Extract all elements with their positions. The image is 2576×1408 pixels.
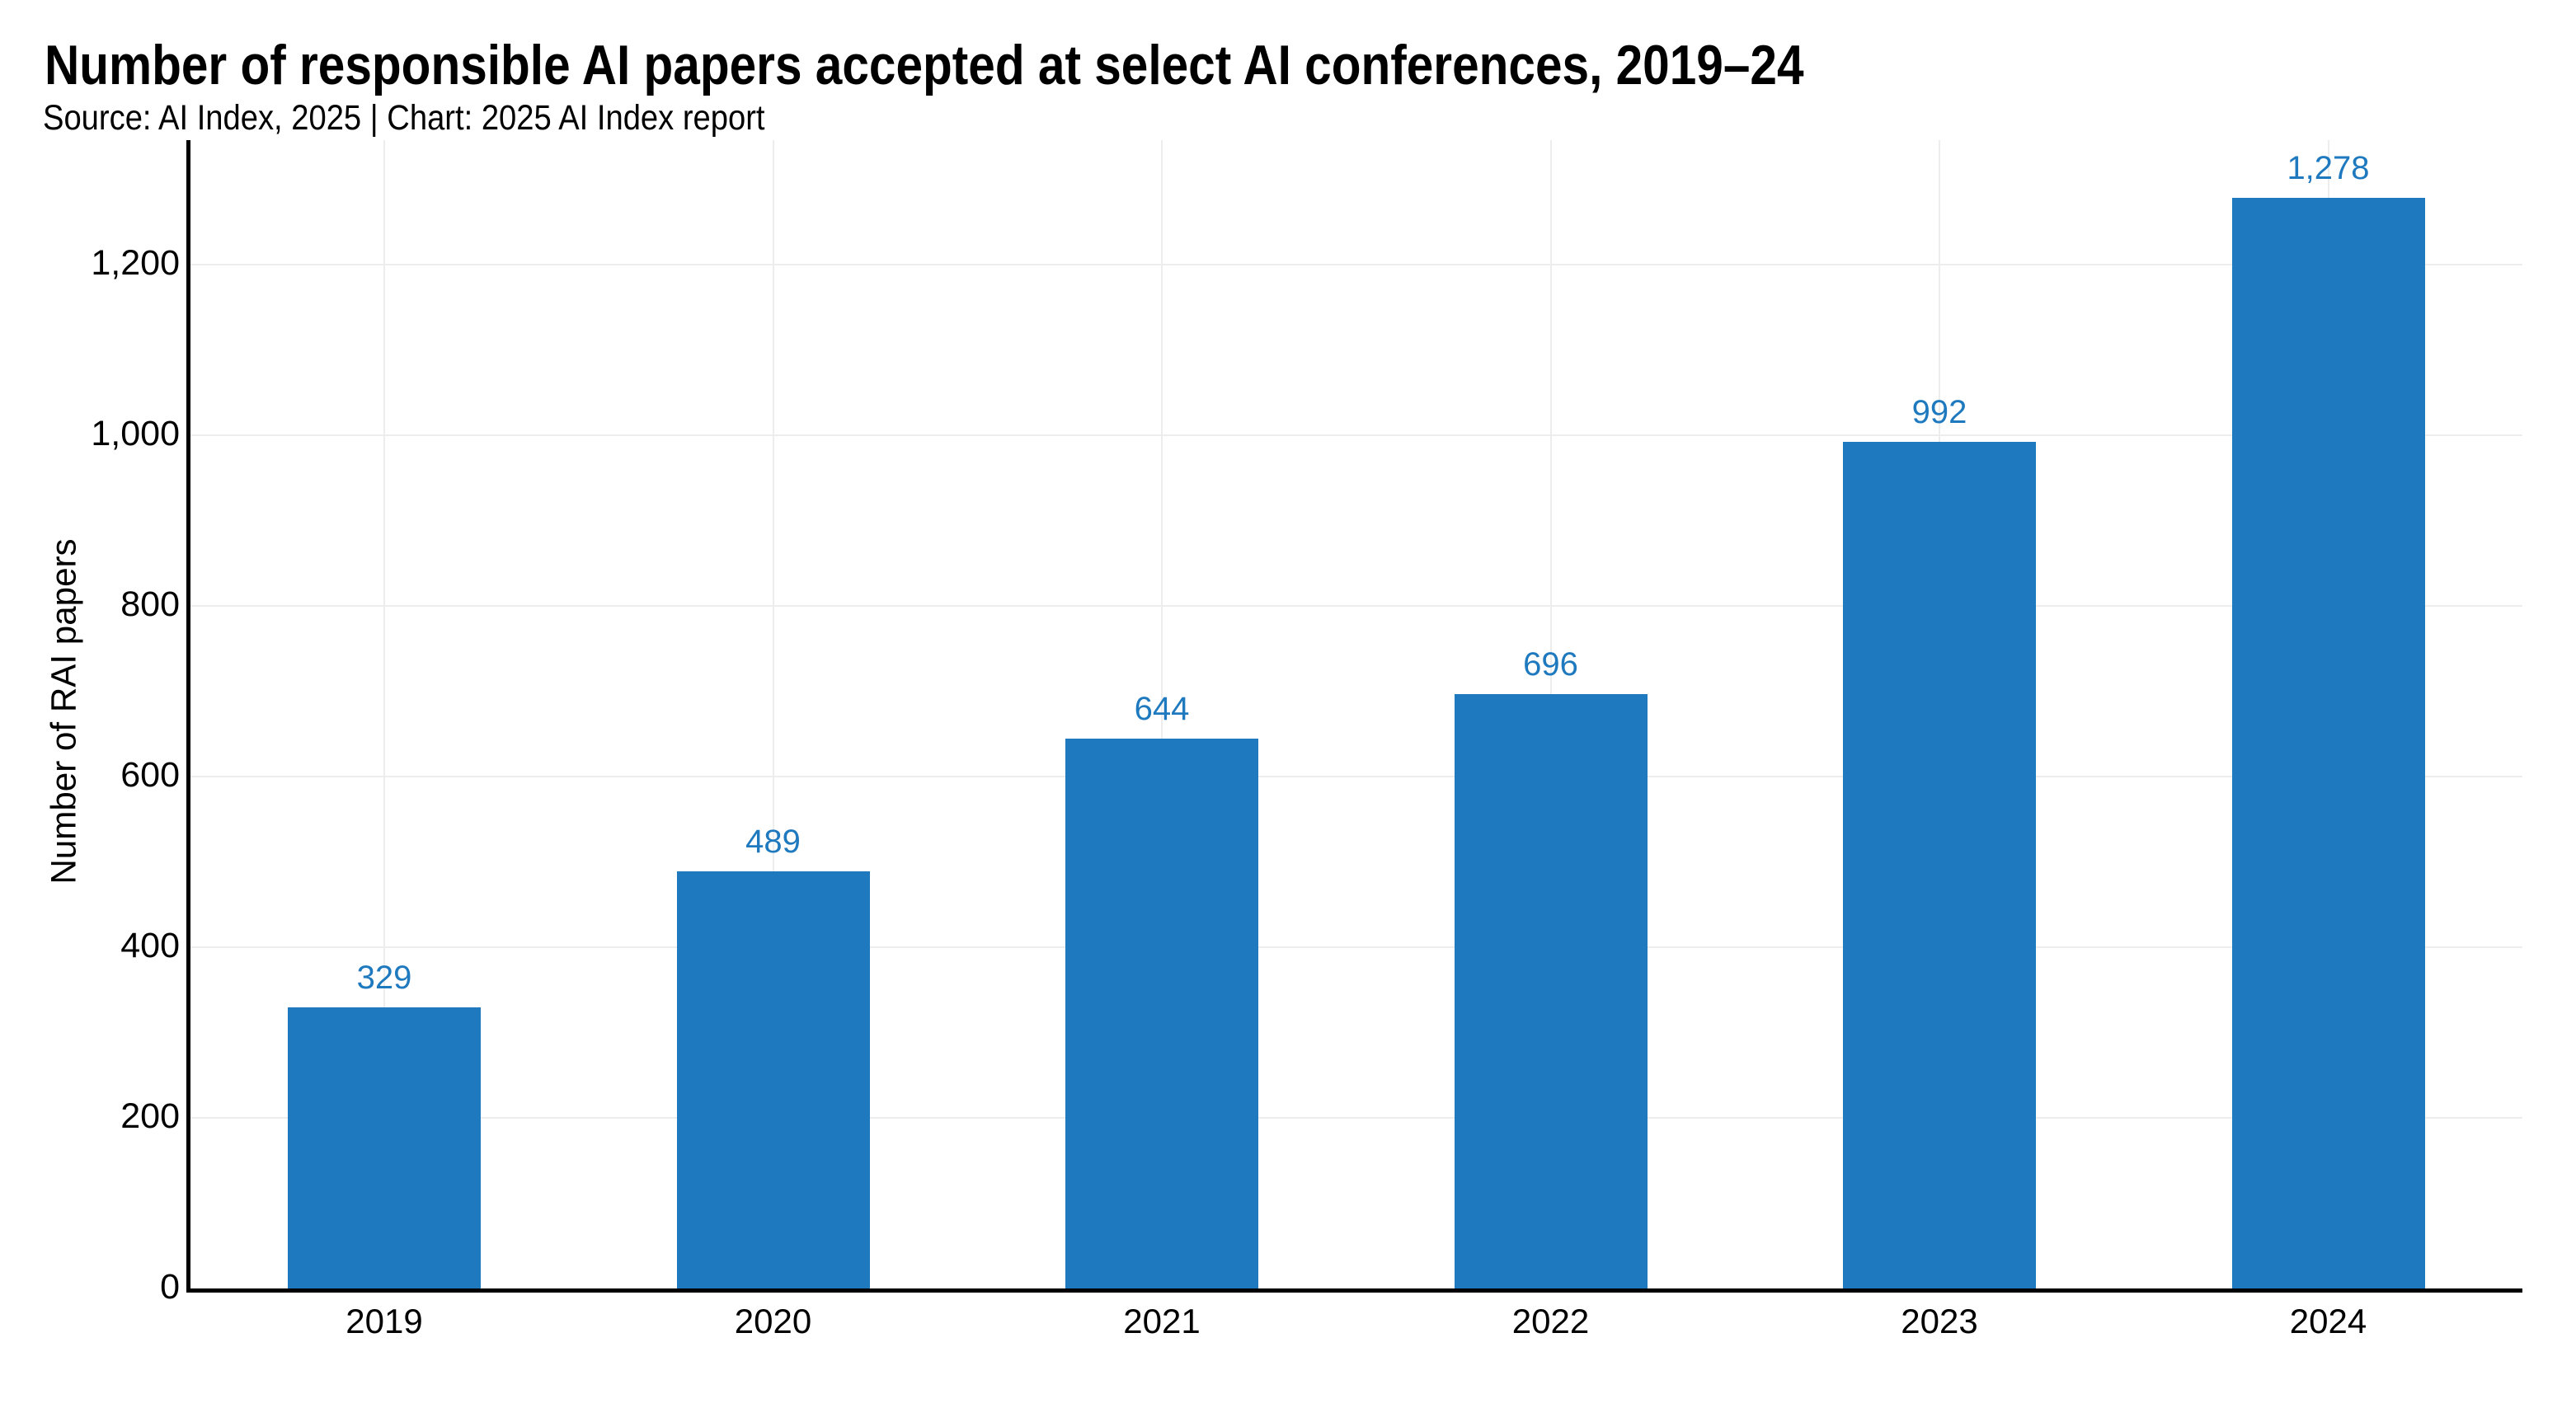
x-tick-label-2021: 2021 bbox=[1123, 1302, 1201, 1341]
gridline-h-1,200 bbox=[186, 263, 2522, 265]
y-tick-label-1,200: 1,200 bbox=[91, 242, 180, 283]
y-tick-label-1,000: 1,000 bbox=[91, 414, 180, 453]
gridline-h-600 bbox=[186, 775, 2522, 777]
bar-2022 bbox=[1454, 694, 1648, 1288]
gridline-h-1,000 bbox=[186, 434, 2522, 436]
gridline-v-2020 bbox=[772, 140, 774, 1288]
chart-title: Number of responsible AI papers accepted… bbox=[44, 33, 1804, 96]
gridline-v-2019 bbox=[383, 140, 385, 1288]
gridline-h-200 bbox=[186, 1116, 2522, 1119]
value-label-2022: 696 bbox=[1523, 646, 1578, 683]
value-label-2023: 992 bbox=[1911, 393, 1967, 430]
gridline-h-800 bbox=[186, 604, 2522, 607]
x-axis-line bbox=[186, 1288, 2522, 1293]
y-tick-label-800: 800 bbox=[120, 584, 180, 625]
bar-2020 bbox=[676, 871, 870, 1288]
bar-2024 bbox=[2231, 197, 2425, 1288]
gridline-v-2021 bbox=[1161, 140, 1163, 1288]
y-tick-label-400: 400 bbox=[120, 926, 180, 966]
chart-source-caption: Source: AI Index, 2025 | Chart: 2025 AI … bbox=[43, 98, 765, 138]
bar-2023 bbox=[1843, 441, 2036, 1288]
x-tick-label-2019: 2019 bbox=[346, 1302, 423, 1341]
x-tick-label-2023: 2023 bbox=[1901, 1302, 1978, 1341]
x-tick-label-2024: 2024 bbox=[2289, 1302, 2367, 1341]
value-label-2024: 1,278 bbox=[2287, 149, 2370, 186]
x-tick-label-2020: 2020 bbox=[734, 1302, 812, 1341]
bar-2021 bbox=[1065, 739, 1258, 1288]
bar-2019 bbox=[288, 1007, 481, 1288]
y-axis-line bbox=[186, 140, 190, 1293]
y-tick-label-200: 200 bbox=[120, 1096, 180, 1137]
x-tick-label-2022: 2022 bbox=[1511, 1302, 1590, 1341]
y-tick-label-600: 600 bbox=[120, 755, 180, 796]
value-label-2019: 329 bbox=[356, 960, 412, 997]
y-tick-label-0: 0 bbox=[160, 1267, 180, 1307]
gridline-h-400 bbox=[186, 946, 2522, 948]
value-label-2021: 644 bbox=[1134, 691, 1190, 728]
value-label-2020: 489 bbox=[745, 823, 801, 860]
